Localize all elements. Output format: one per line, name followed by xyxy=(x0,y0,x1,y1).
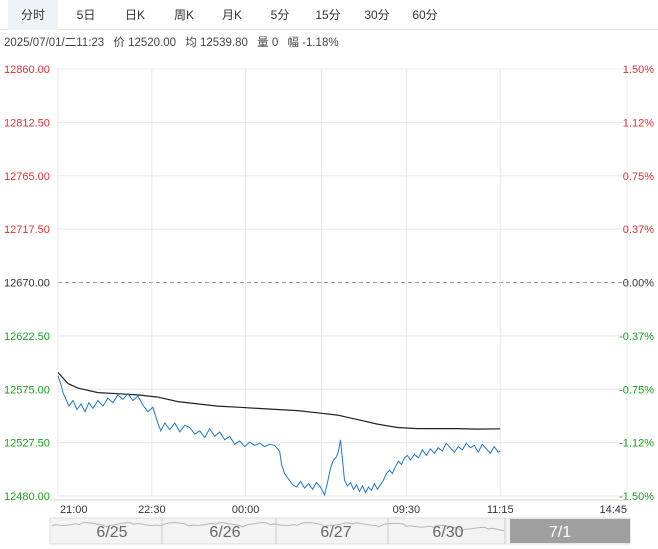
period-tab-bar: 分时 5日 日K 周K 月K 5分 15分 30分 60分 xyxy=(0,0,658,30)
navigator-date-label: 6/26 xyxy=(209,524,240,541)
info-change-pct: 幅 -1.18% xyxy=(287,37,339,49)
percent-tick-label: -1.12% xyxy=(619,438,654,450)
tab-15min[interactable]: 15分 xyxy=(315,8,341,22)
navigator-selection[interactable] xyxy=(510,519,630,543)
price-tick-label: 12670.00 xyxy=(4,278,50,290)
navigator-date-label: 6/25 xyxy=(96,524,127,541)
navigator-date-label: 7/1 xyxy=(549,524,571,541)
tab-5day[interactable]: 5日 xyxy=(76,8,96,22)
tab-weekly-k[interactable]: 周K xyxy=(173,8,194,22)
price-tick-label: 12812.50 xyxy=(4,117,50,129)
tab-daily-k[interactable]: 日K xyxy=(124,8,145,22)
tab-60min[interactable]: 60分 xyxy=(412,8,438,22)
info-avg-price: 均 12539.80 xyxy=(185,37,248,49)
price-tick-label: 12622.50 xyxy=(4,331,50,343)
time-tick-label: 14:45 xyxy=(599,504,627,516)
percent-tick-label: 0.75% xyxy=(623,171,654,183)
tab-intraday[interactable]: 分时 xyxy=(8,0,58,30)
time-tick-label: 09:30 xyxy=(393,504,421,516)
price-tick-label: 12527.50 xyxy=(4,438,50,450)
tab-monthly-k[interactable]: 月K xyxy=(221,8,242,22)
navigator-date-label: 6/30 xyxy=(432,524,463,541)
price-tick-label: 12860.00 xyxy=(4,64,50,76)
percent-tick-label: -1.50% xyxy=(619,491,654,503)
percent-tick-label: 0.00% xyxy=(623,278,654,290)
tab-30min[interactable]: 30分 xyxy=(364,8,390,22)
percent-tick-label: 1.50% xyxy=(623,64,654,76)
info-volume: 量 0 xyxy=(257,37,279,49)
info-price: 价 12520.00 xyxy=(113,37,177,49)
percent-tick-label: -0.37% xyxy=(619,331,654,343)
time-tick-label: 00:00 xyxy=(232,504,260,516)
percent-tick-label: -0.75% xyxy=(619,384,654,396)
price-tick-label: 12575.00 xyxy=(4,384,50,396)
price-tick-label: 12717.50 xyxy=(4,224,50,236)
average-price-line xyxy=(57,372,501,430)
tab-5min[interactable]: 5分 xyxy=(270,8,290,22)
time-tick-label: 11:15 xyxy=(487,504,514,516)
info-datetime: 2025/07/01/二11:23 xyxy=(4,37,105,49)
percent-tick-label: 0.37% xyxy=(623,224,654,236)
percent-tick-label: 1.12% xyxy=(623,117,654,129)
price-tick-label: 12765.00 xyxy=(4,171,50,183)
time-tick-label: 21:00 xyxy=(60,504,88,516)
navigator-waveform xyxy=(51,522,505,532)
navigator-date-label: 6/27 xyxy=(320,524,351,541)
price-tick-label: 12480.00 xyxy=(4,491,50,503)
quote-info-bar: 2025/07/01/二11:23 价 12520.00 均 12539.80 … xyxy=(0,31,658,55)
time-tick-label: 22:30 xyxy=(138,504,166,516)
intraday-chart[interactable]: 12860.00 1.50% 12812.50 1.12% 12765.00 0.75% 1… xyxy=(0,56,658,549)
price-line xyxy=(57,375,501,497)
